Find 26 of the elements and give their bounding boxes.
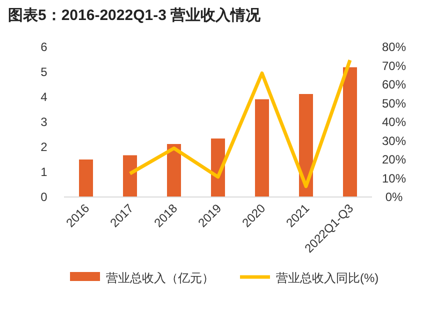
y2-tick-label: 0% (385, 190, 403, 204)
bar (167, 144, 181, 197)
bar (299, 94, 313, 197)
y2-tick-label: 30% (382, 134, 406, 148)
y2-tick-label: 20% (382, 152, 406, 166)
y-tick-label: 0 (40, 190, 48, 204)
y-tick-label: 6 (40, 40, 48, 54)
line-series (128, 58, 352, 188)
y2-tick-label: 50% (382, 96, 406, 110)
y-tick-label: 2 (40, 140, 48, 154)
y2-tick-label: 70% (382, 58, 406, 73)
y-tick-label: 4 (40, 90, 48, 104)
legend-label: 营业总收入同比(%) (276, 271, 379, 285)
bar (343, 67, 357, 197)
bar (79, 160, 93, 197)
y2-tick-label: 40% (382, 115, 406, 129)
y2-tick-label: 60% (382, 78, 406, 92)
y-tick-label: 3 (40, 115, 48, 129)
y2-tick-label: 80% (382, 40, 406, 54)
y-tick-label: 5 (40, 65, 48, 79)
bar (255, 99, 269, 197)
bar (123, 155, 137, 197)
chart-title: 图表5：2016-2022Q1-3 营业收入情况 (8, 7, 262, 24)
y2-tick-label: 10% (382, 171, 406, 186)
y-tick-label: 1 (40, 165, 48, 179)
legend-label: 营业总收入（亿元） (106, 271, 214, 285)
